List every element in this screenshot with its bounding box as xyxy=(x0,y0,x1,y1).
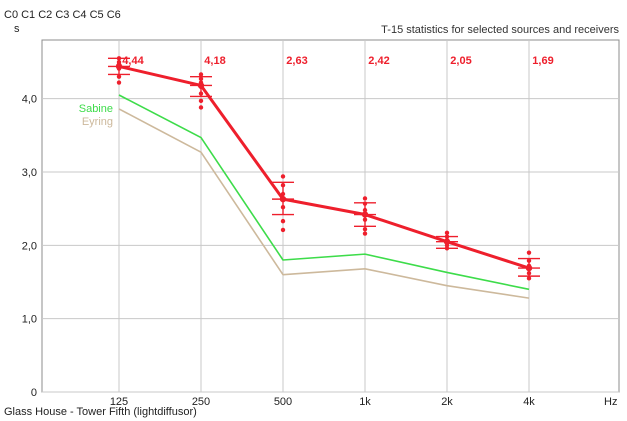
sample-point xyxy=(116,80,122,85)
sample-point xyxy=(116,74,122,79)
grid-layer xyxy=(41,39,620,393)
y-tick-label: 0 xyxy=(31,387,37,399)
x-tick-label: 250 xyxy=(192,396,210,408)
sample-point xyxy=(362,227,368,232)
sample-point xyxy=(362,231,368,236)
sample-point xyxy=(362,217,368,222)
eyring-series-line xyxy=(118,108,530,299)
sample-point xyxy=(280,205,286,210)
value-label: 4,44 xyxy=(122,55,144,67)
sample-point xyxy=(526,271,532,276)
series-layer xyxy=(108,56,540,299)
measured-point xyxy=(443,238,451,245)
sabine-series-line xyxy=(118,94,530,291)
y-tick-label: 4,0 xyxy=(22,94,37,106)
x-tick-label: 4k xyxy=(523,396,535,408)
footer-caption: Glass House - Tower Fifth (lightdiffusor… xyxy=(4,406,197,418)
sample-point xyxy=(526,276,532,281)
x-tick-label: 500 xyxy=(274,396,292,408)
sample-point xyxy=(444,246,450,251)
sample-point xyxy=(116,56,122,61)
value-label: 1,69 xyxy=(532,55,553,67)
measured-point xyxy=(361,211,369,218)
sample-point xyxy=(280,191,286,197)
sample-point xyxy=(280,174,286,179)
sample-point xyxy=(362,196,368,201)
y-tick-label: 3,0 xyxy=(22,167,37,179)
measured-series-line xyxy=(118,64,530,270)
sample-point xyxy=(444,230,450,236)
x-tick-label: 125 xyxy=(110,396,128,408)
value-label: 2,63 xyxy=(286,55,307,67)
sample-point xyxy=(198,72,204,77)
sample-point xyxy=(198,91,204,96)
y-tick-label: 2,0 xyxy=(22,240,37,252)
x-tick-label: 1k xyxy=(359,396,371,408)
y-tick-label: 1,0 xyxy=(22,314,37,326)
sample-point xyxy=(198,76,204,82)
measured-point xyxy=(525,264,533,272)
sample-point xyxy=(198,98,204,104)
value-label: 4,18 xyxy=(204,55,225,67)
sample-point xyxy=(280,183,286,188)
value-label: 2,42 xyxy=(368,55,389,67)
sample-point xyxy=(362,201,368,206)
measured-point xyxy=(279,195,287,203)
x-axis-unit: Hz xyxy=(604,396,617,408)
sample-point xyxy=(198,105,204,110)
measured-point xyxy=(197,82,205,89)
value-label: 2,05 xyxy=(450,55,471,67)
channel-list: C0 C1 C2 C3 C4 C5 C6 xyxy=(4,9,121,21)
sample-point xyxy=(444,234,450,239)
y-axis-unit: s xyxy=(14,23,20,35)
measured-point xyxy=(115,63,123,70)
plot-frame xyxy=(41,39,620,393)
sample-point xyxy=(280,227,286,233)
label-layer: 0 1,0 2,0 3,0 4,0 125 250 500 1k 2k 4k 4,44 4,18 2,63… xyxy=(22,55,554,408)
stats-title: T-15 statistics for selected sources and… xyxy=(381,24,619,36)
x-tick-label: 2k xyxy=(441,396,453,408)
sample-point xyxy=(526,258,532,263)
sample-point xyxy=(526,250,532,255)
sample-point xyxy=(362,207,368,213)
eyring-series-label: Eyring xyxy=(82,116,113,128)
sabine-series-label: Sabine xyxy=(79,103,113,115)
sample-point xyxy=(280,218,286,224)
